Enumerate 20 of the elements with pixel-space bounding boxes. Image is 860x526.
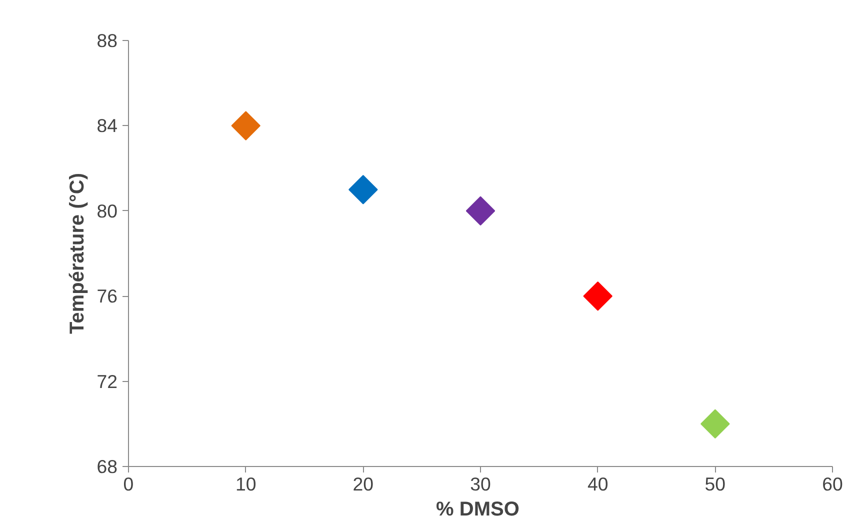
x-tick-label: 30	[470, 474, 491, 494]
x-tick-label: 20	[352, 474, 374, 494]
x-tick-label: 10	[235, 474, 256, 494]
y-tick-label: 72	[96, 370, 118, 392]
y-tick-label: 88	[96, 30, 118, 51]
y-tick-label: 76	[96, 286, 118, 307]
x-tick-label: 0	[123, 474, 134, 494]
point	[231, 111, 260, 140]
y-tick-label: 84	[96, 115, 118, 136]
x-tick-label: 40	[587, 474, 608, 494]
y-axis-title: Température (°C)	[66, 172, 89, 334]
x-tick-label: 60	[822, 474, 843, 494]
point	[700, 409, 730, 439]
point	[348, 174, 378, 204]
x-tick-label: 50	[704, 474, 726, 494]
x-axis-title: % DMSO	[436, 498, 520, 520]
y-tick-label: 80	[96, 200, 118, 222]
point	[466, 196, 496, 226]
point	[583, 281, 612, 311]
y-tick-label: 68	[96, 456, 118, 477]
